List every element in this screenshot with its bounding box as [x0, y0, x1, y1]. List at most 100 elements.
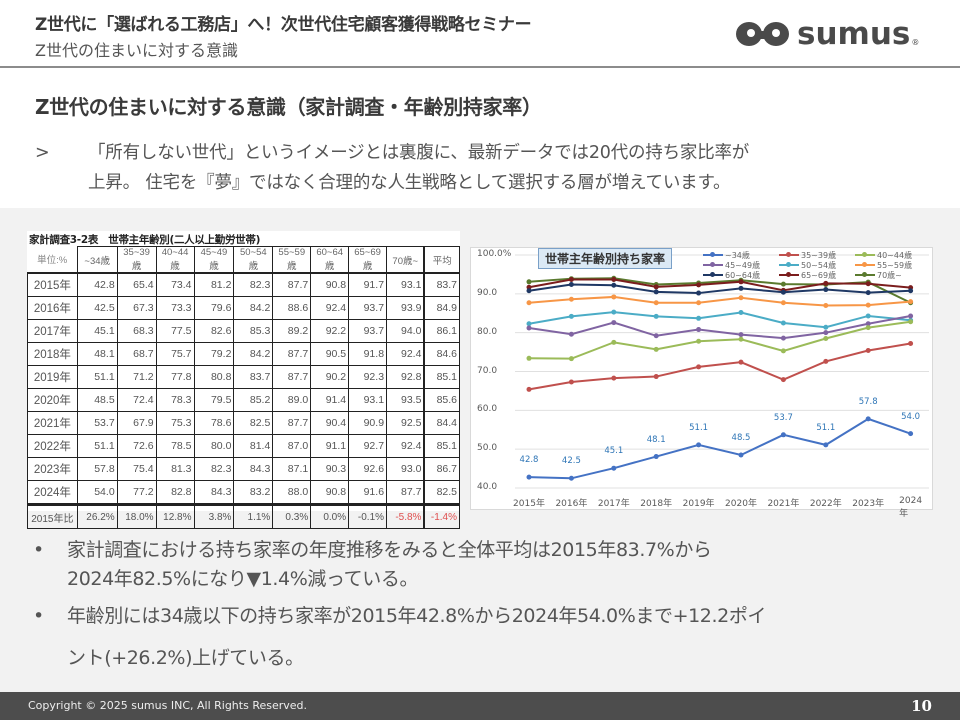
table-cell: 54.0 — [76, 480, 118, 505]
table-cell: 87.0 — [272, 434, 312, 458]
legend-item: 35~39歳 — [779, 250, 836, 260]
x-axis-tick: 2023年 — [852, 499, 885, 509]
logo-wordmark: sumus — [797, 15, 911, 52]
data-label: 54.0 — [901, 411, 921, 422]
table-cell: 80.8 — [193, 365, 235, 389]
table-cell: 57.8 — [76, 457, 118, 481]
table-cell: 82.3 — [193, 457, 235, 481]
table-cell: 85.2 — [233, 388, 274, 412]
table-cell: 84.9 — [423, 296, 461, 320]
table-cell: 88.0 — [272, 480, 312, 505]
table-row: 2022年 51.1 72.6 78.5 80.0 81.4 87.0 91.1 92.7 92.… — [27, 434, 461, 458]
table-cell: 87.7 — [272, 272, 312, 297]
table-cell: 84.2 — [233, 342, 274, 366]
table-row: 2016年 42.5 67.3 73.3 79.6 84.2 88.6 92.4 93.7 93.… — [27, 296, 461, 320]
table-cell: 91.1 — [310, 434, 350, 458]
table-cell: 93.9 — [386, 296, 426, 320]
table-cell: 85.1 — [423, 365, 461, 389]
ratio-row: 2015年比 26.2% 18.0% 12.8% 3.8% 1.1% 0.3% 0.0% -0.… — [27, 503, 461, 529]
legend-swatch-icon — [703, 262, 723, 267]
series-line — [528, 342, 911, 391]
data-label: 51.1 — [689, 422, 709, 433]
legend-label: 65~69歳 — [801, 270, 837, 280]
table-cell: 80.0 — [193, 434, 235, 458]
legend-item: ~34歳 — [703, 250, 750, 260]
table-cell: 68.7 — [116, 342, 157, 366]
table-cell: 42.5 — [76, 296, 118, 320]
table-cell: 91.8 — [348, 342, 388, 366]
data-label: 53.7 — [773, 412, 793, 423]
table-cell: 89.0 — [272, 388, 312, 412]
lead-line-2: 上昇。 住宅を『夢』ではなく合理的な人生戦略として選択する層が増えています。 — [88, 173, 731, 193]
table-cell: 75.3 — [155, 411, 195, 435]
table-cell: 82.3 — [233, 272, 274, 297]
finding-line: 年齢別には34歳以下の持ち家率が2015年42.8%から2024年54.0%まで… — [67, 605, 767, 627]
legend-item: 60~64歳 — [703, 270, 760, 280]
table-cell: 91.7 — [348, 272, 388, 297]
table-cell: 79.6 — [193, 296, 235, 320]
table-cell: 78.5 — [155, 434, 195, 458]
chevron-right-icon: > — [35, 143, 50, 163]
table-cell: 93.7 — [348, 319, 388, 343]
data-label: 48.1 — [646, 434, 666, 445]
row-year: 2015年比 — [27, 503, 78, 529]
table-cell: 42.8 — [76, 272, 118, 297]
table-cell: 78.3 — [155, 388, 195, 412]
column-header: ~34歳 — [76, 246, 118, 274]
y-axis-tick: 80.0 — [477, 326, 498, 337]
deck-title: Z世代に「選ばれる工務店」へ！次世代住宅顧客獲得戦略セミナー — [35, 15, 532, 35]
table-cell: 83.2 — [233, 480, 274, 505]
table-cell: 72.4 — [116, 388, 157, 412]
legend-swatch-icon — [779, 262, 799, 267]
table-cell: 92.3 — [348, 365, 388, 389]
legend-item: 70歳~ — [855, 270, 902, 280]
ownership-line-chart: 世帯主年齢別持ち家率 ~34歳 35~39歳 40~44歳 45~49歳 50~54歳 5… — [470, 247, 933, 519]
table-cell: 75.4 — [116, 457, 157, 481]
table-cell: 67.3 — [116, 296, 157, 320]
legend-swatch-icon — [855, 262, 875, 267]
row-year: 2023年 — [27, 457, 78, 481]
ratio-cell: 12.8% — [155, 503, 195, 529]
table-cell: 85.6 — [423, 388, 461, 412]
ratio-cell: 0.0% — [310, 503, 350, 529]
row-year: 2022年 — [27, 434, 78, 458]
series-line — [528, 314, 911, 340]
header-divider — [0, 66, 960, 68]
table-cell: 75.7 — [155, 342, 195, 366]
row-year: 2020年 — [27, 388, 78, 412]
finding-line: 2024年82.5%になり▼1.4%減っている。 — [67, 568, 419, 590]
legend-label: 60~64歳 — [725, 270, 761, 280]
table-cell: 93.5 — [386, 388, 426, 412]
table-cell: 53.7 — [76, 411, 118, 435]
table-cell: 51.1 — [76, 365, 118, 389]
x-axis-tick: 2018年 — [640, 499, 673, 509]
table-cell: 93.1 — [386, 272, 426, 297]
ratio-cell: 0.3% — [272, 503, 312, 529]
legend-label: 40~44歳 — [877, 250, 913, 260]
row-year: 2024年 — [27, 480, 78, 505]
bullet-icon: • — [33, 539, 44, 561]
table-cell: 71.2 — [116, 365, 157, 389]
section-title: Z世代の住まいに対する意識（家計調査・年齢別持家率） — [35, 95, 542, 119]
table-cell: 87.7 — [272, 411, 312, 435]
y-axis-tick: 90.0 — [477, 287, 498, 298]
table-row: 2024年 54.0 77.2 82.8 84.3 83.2 88.0 90.8 91.6 87.… — [27, 480, 461, 505]
table-cell: 93.7 — [348, 296, 388, 320]
legend-swatch-icon — [703, 252, 723, 257]
data-label: 42.5 — [561, 456, 581, 467]
table-cell: 79.2 — [193, 342, 235, 366]
ratio-cell: 3.8% — [193, 503, 235, 529]
table-cell: 92.2 — [310, 319, 350, 343]
legend-swatch-icon — [779, 272, 799, 277]
data-label: 42.8 — [519, 455, 539, 466]
table-cell: 82.5 — [233, 411, 274, 435]
legend-item: 50~54歳 — [779, 260, 836, 270]
legend-label: 35~39歳 — [801, 250, 837, 260]
page-number: 10 — [911, 697, 932, 715]
table-row: 2017年 45.1 68.3 77.5 82.6 85.3 89.2 92.2 93.7 94.… — [27, 319, 461, 343]
legend-label: 55~59歳 — [877, 260, 913, 270]
deck-subtitle: Z世代の住まいに対する意識 — [35, 41, 238, 60]
table-cell: 92.4 — [386, 342, 426, 366]
legend-swatch-icon — [779, 252, 799, 257]
table-cell: 72.6 — [116, 434, 157, 458]
